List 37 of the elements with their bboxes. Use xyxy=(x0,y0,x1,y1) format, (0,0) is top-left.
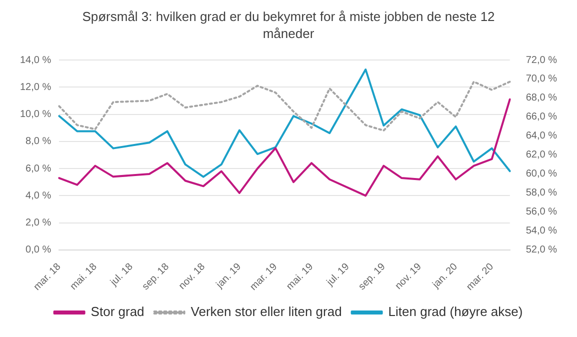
y-tick-label: 10,0 % xyxy=(20,109,52,120)
y2-tick-label: 56,0 % xyxy=(526,206,558,218)
legend-label: Liten grad (høyre akse) xyxy=(388,304,523,320)
y2-tick-label: 72,0 % xyxy=(526,54,558,66)
x-tick-label: jan. 19 xyxy=(214,261,244,292)
y2-tick-label: 54,0 % xyxy=(526,226,558,237)
y-tick-label: 14,0 % xyxy=(20,54,52,66)
chart-title: Spørsmål 3: hvilken grad er du bekymret for å miste jobben de neste 12 måneder xyxy=(81,8,496,43)
legend-label: Stor grad xyxy=(90,304,144,320)
x-tick-label: jul. 18 xyxy=(108,261,136,289)
x-tick-label: mar. 19 xyxy=(248,261,280,293)
y-tick-label: 6,0 % xyxy=(26,163,52,174)
x-tick-label: mai. 18 xyxy=(68,261,100,292)
x-tick-label: sep. 18 xyxy=(140,261,172,292)
x-tick-label: nov. 18 xyxy=(176,261,208,292)
y-tick-label: 0,0 % xyxy=(26,244,52,256)
y2-tick-label: 62,0 % xyxy=(526,150,558,161)
legend-label: Verken stor eller liten grad xyxy=(190,304,342,320)
y-tick-label: 8,0 % xyxy=(26,136,52,148)
y2-tick-label: 60,0 % xyxy=(526,168,558,180)
y2-tick-label: 66,0 % xyxy=(526,112,558,123)
y-tick-label: 12,0 % xyxy=(20,82,52,93)
x-tick-label: nov. 19 xyxy=(393,261,424,292)
x-tick-label: mai. 19 xyxy=(284,261,316,292)
y2-tick-label: 70,0 % xyxy=(526,74,558,85)
x-tick-label: mar. 20 xyxy=(464,261,496,293)
y-tick-label: 2,0 % xyxy=(26,218,52,229)
line-series xyxy=(58,80,511,132)
y2-tick-label: 52,0 % xyxy=(526,244,558,256)
x-tick-label: sep. 19 xyxy=(356,261,388,292)
x-tick-label: jan. 20 xyxy=(430,261,460,292)
x-tick-label: mar. 18 xyxy=(32,261,64,293)
y-tick-label: 4,0 % xyxy=(26,190,52,202)
x-tick-label: jul. 19 xyxy=(324,261,352,289)
y2-tick-label: 58,0 % xyxy=(526,188,558,199)
y2-tick-label: 68,0 % xyxy=(526,92,558,104)
y2-tick-label: 64,0 % xyxy=(526,130,558,142)
